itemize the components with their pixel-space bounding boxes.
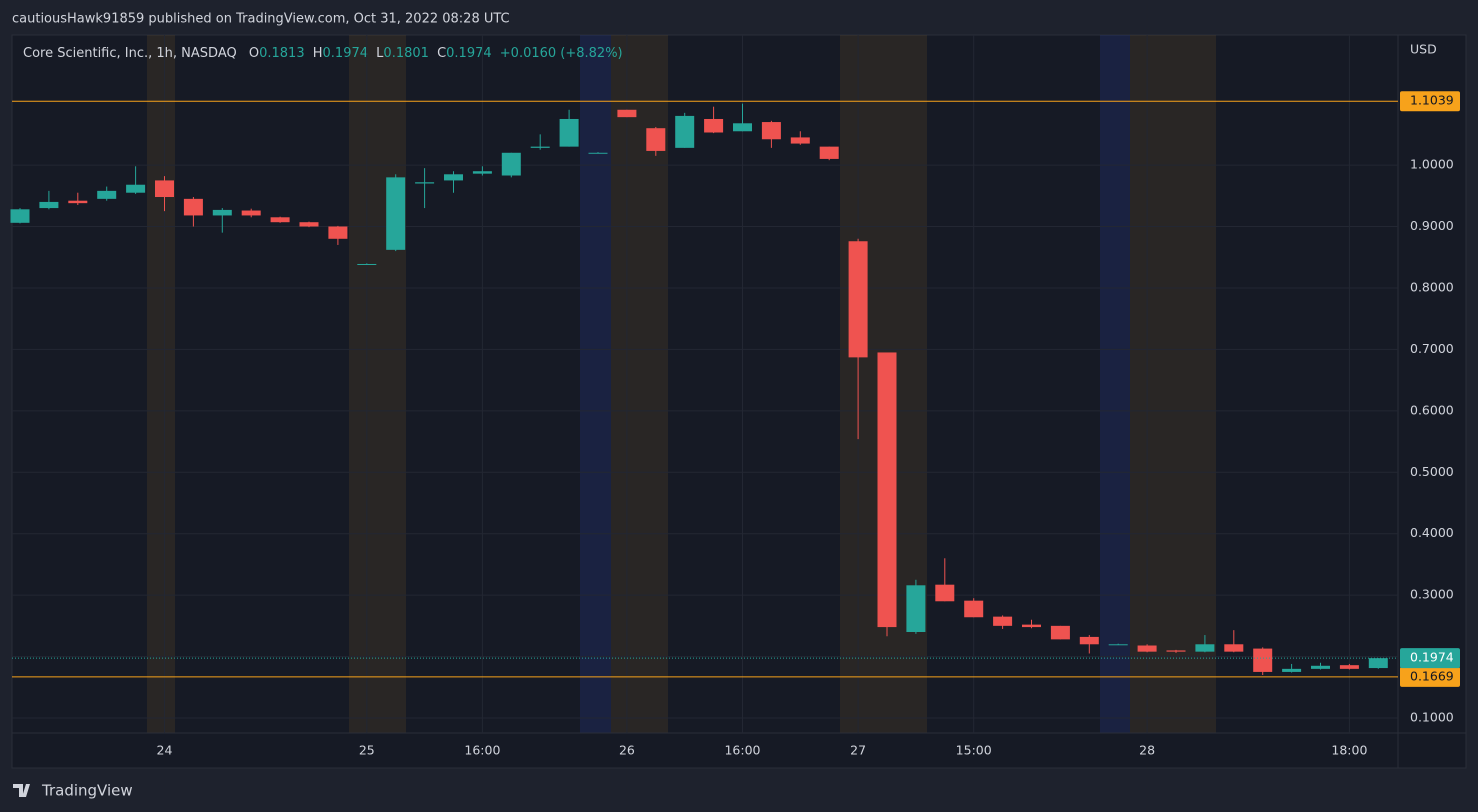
session-band <box>1100 35 1130 733</box>
y-tick-label: 0.9000 <box>1410 218 1454 233</box>
y-tick-label: 1.0000 <box>1410 157 1454 172</box>
price-tag <box>1400 666 1460 687</box>
price-tag <box>1400 648 1460 669</box>
candle-body <box>819 146 839 159</box>
x-tick-label: 24 <box>157 743 173 758</box>
ohlc-value: 0.1974 <box>446 46 492 61</box>
candle-body <box>183 198 203 216</box>
grid <box>12 35 1398 733</box>
y-tick-label: 0.5000 <box>1410 464 1454 479</box>
candle-body <box>559 118 579 147</box>
candle-body <box>155 180 174 198</box>
candle-body <box>357 263 377 265</box>
candle-body <box>530 146 550 148</box>
legend: Core Scientific, Inc., 1h, NASDAQ O0.181… <box>23 46 623 61</box>
candle-body <box>1022 624 1041 628</box>
logo-icon <box>13 784 30 797</box>
candle-body <box>848 241 868 358</box>
x-tick-label: 26 <box>619 743 635 758</box>
ohlc-value: 0.1801 <box>383 46 429 61</box>
session-band <box>1130 35 1216 733</box>
candle-body <box>39 201 59 209</box>
candle-body <box>1339 665 1359 669</box>
candle-body <box>761 122 781 140</box>
x-tick-label: 16:00 <box>724 743 760 758</box>
candle-body <box>97 190 117 199</box>
chart-frame <box>11 34 1467 769</box>
y-tick-label: 0.3000 <box>1410 587 1454 602</box>
candle-body <box>1166 650 1186 652</box>
candle-body <box>1050 625 1070 640</box>
candle-body <box>472 171 492 174</box>
session-band <box>580 35 611 733</box>
session-band <box>349 35 406 733</box>
candle-body <box>212 209 232 216</box>
candle-body <box>733 123 752 132</box>
candle-body <box>877 352 897 628</box>
ohlc-value: 0.1974 <box>323 46 369 61</box>
candle-body <box>790 137 810 144</box>
price-tag-label: 0.1974 <box>1410 650 1454 665</box>
candle-body <box>68 200 88 204</box>
candle-body <box>1079 636 1099 645</box>
candle-body <box>704 118 724 133</box>
candle-body <box>935 584 955 602</box>
change: +0.0160 (+8.82%) <box>500 46 623 61</box>
price-tag-label: 0.1669 <box>1410 668 1454 683</box>
candle-body <box>126 184 146 193</box>
session-band <box>611 35 668 733</box>
candle-body <box>241 210 261 216</box>
x-tick-label: 18:00 <box>1331 743 1367 758</box>
publisher: cautiousHawk91859 published on TradingVi… <box>12 12 510 27</box>
candle-body <box>617 109 637 118</box>
y-tick-label: 0.7000 <box>1410 341 1454 356</box>
candle-body <box>1224 644 1244 652</box>
currency: USD <box>1410 42 1437 57</box>
candle-body <box>588 152 608 154</box>
x-tick-label: 27 <box>850 743 866 758</box>
ohlc-value: 0.1813 <box>259 46 305 61</box>
candle-body <box>1137 645 1157 652</box>
candle-body <box>10 209 30 223</box>
ohlc-label: C <box>437 46 446 61</box>
symbol: Core Scientific, Inc., 1h, NASDAQ <box>23 46 237 61</box>
x-tick-label: 25 <box>359 743 375 758</box>
candle-body <box>993 616 1013 626</box>
y-tick-label: 0.1000 <box>1410 710 1454 725</box>
candle-body <box>646 128 666 151</box>
ohlc-label: H <box>313 46 323 61</box>
x-tick-label: 15:00 <box>956 743 992 758</box>
candle-body <box>299 222 319 227</box>
price-tag <box>1400 91 1460 112</box>
candle-body <box>675 115 695 148</box>
candle-body <box>964 600 984 618</box>
candle-body <box>501 152 521 176</box>
candle-body <box>386 177 406 250</box>
x-tick-label: 28 <box>1139 743 1155 758</box>
candle-body <box>270 217 290 223</box>
candle-body <box>1368 658 1388 669</box>
candle-body <box>1253 648 1273 672</box>
brand: TradingView <box>41 782 133 800</box>
candle-body <box>328 226 348 239</box>
x-tick-label: 16:00 <box>464 743 500 758</box>
price-tag-label: 1.1039 <box>1410 93 1454 108</box>
candle-body <box>1195 644 1215 652</box>
y-tick-label: 0.8000 <box>1410 279 1454 294</box>
logo <box>13 784 30 797</box>
candle-body <box>415 182 435 184</box>
session-bands <box>147 35 1216 733</box>
ohlc-label: O <box>249 46 259 61</box>
candle-body <box>1282 668 1302 672</box>
candle-body <box>1108 644 1128 646</box>
y-tick-label: 0.6000 <box>1410 402 1454 417</box>
y-tick-label: 0.4000 <box>1410 525 1454 540</box>
candle-body <box>906 585 926 632</box>
candle-body <box>444 174 463 181</box>
candle-body <box>1311 665 1330 669</box>
ohlc-label: L <box>376 46 384 61</box>
session-band <box>147 35 175 733</box>
